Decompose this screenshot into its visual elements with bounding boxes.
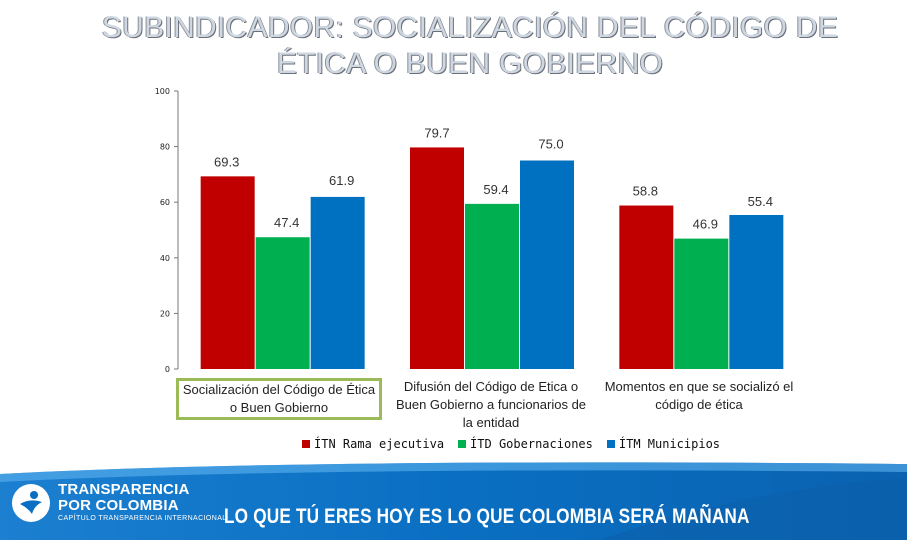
bar-1-1: [200, 176, 255, 369]
y-tick-label: 100: [155, 87, 170, 96]
footer-slogan: LO QUE TÚ ERES HOY ES LO QUE COLOMBIA SE…: [224, 505, 750, 528]
legend-label-2: ÍTD Gobernaciones: [470, 437, 593, 451]
data-label-2-2: 59.4: [483, 182, 508, 197]
data-label-1-3: 58.8: [633, 184, 658, 199]
data-label-1-2: 79.7: [424, 125, 449, 140]
data-label-2-3: 46.9: [693, 217, 718, 232]
legend-swatch-blue: [606, 440, 615, 448]
category-3-line-2: código de ética: [655, 397, 743, 412]
org-name: TRANSPARENCIA POR COLOMBIA CAPÍTULO TRAN…: [58, 482, 227, 524]
y-tick-label: 20: [160, 309, 170, 318]
y-tick-label: 60: [160, 198, 170, 207]
title-line-2: ÉTICA O BUEN GOBIERNO: [276, 47, 664, 80]
category-1-line-2: o Buen Gobierno: [229, 400, 329, 415]
logo-emblem-icon: [12, 484, 50, 522]
category-label-2: Difusión del Código de Etica o Buen Gobi…: [388, 378, 594, 432]
data-label-2-1: 47.4: [274, 215, 299, 230]
bar-1-3: [619, 205, 674, 369]
data-label-3-2: 75.0: [538, 137, 563, 152]
bar-chart: 0 20 40 60 80 100 69.3 47.4 61.9 79.7 59.4 75.0 58.8…: [155, 87, 784, 374]
data-label-3-3: 55.4: [748, 194, 773, 209]
org-subtitle: CAPÍTULO TRANSPARENCIA INTERNACIONAL: [58, 515, 227, 522]
category-1-line-1: Socialización del Código de Ética: [182, 382, 376, 397]
data-label-1-1: 69.3: [214, 154, 239, 169]
bar-3-2: [520, 160, 574, 369]
legend-swatch-red: [302, 440, 310, 448]
category-label-3: Momentos en que se socializó el código d…: [596, 378, 802, 414]
bar-3-3: [729, 214, 784, 369]
bar-1-2: [410, 147, 464, 369]
legend-swatch-green: [458, 440, 467, 448]
chart-title: SUBINDICADOR: SOCIALIZACIÓN DEL CÓDIGO D…: [60, 10, 880, 82]
bar-2-1: [255, 237, 310, 369]
y-tick-label: 40: [160, 254, 170, 263]
data-label-3-1: 61.9: [329, 173, 354, 188]
category-label-1: Socialización del Código de Ética o Buen…: [176, 378, 382, 420]
org-name-line-2: POR COLOMBIA: [58, 497, 179, 514]
bar-3-1: [310, 196, 365, 369]
y-tick-label: 0: [165, 365, 170, 374]
legend-item-gobernaciones: ÍTD Gobernaciones: [458, 437, 593, 451]
org-name-line-1: TRANSPARENCIA: [58, 481, 190, 498]
category-2-line-1: Difusión del Código de Etica o: [403, 379, 579, 394]
chart-legend: ÍTN Rama ejecutiva ÍTD Gobernaciones ÍTM…: [302, 437, 720, 451]
legend-item-municipios: ÍTM Municipios: [606, 437, 721, 451]
title-line-1: SUBINDICADOR: SOCIALIZACIÓN DEL CÓDIGO D…: [101, 11, 839, 44]
bar-2-3: [674, 238, 729, 369]
category-label-1-highlight: Socialización del Código de Ética o Buen…: [176, 378, 382, 420]
y-tick-label: 80: [160, 143, 170, 152]
legend-item-rama-ejecutiva: ÍTN Rama ejecutiva: [302, 437, 444, 451]
category-2-line-3: la entidad: [462, 415, 520, 430]
org-logo: TRANSPARENCIA POR COLOMBIA CAPÍTULO TRAN…: [12, 482, 227, 524]
bar-2-2: [465, 203, 519, 369]
category-2-line-2: Buen Gobierno a funcionarios de: [395, 397, 587, 412]
legend-label-1: ÍTN Rama ejecutiva: [314, 437, 445, 451]
category-3-line-1: Momentos en que se socializó el: [604, 379, 794, 394]
footer-banner: [0, 462, 907, 540]
legend-label-3: ÍTM Municipios: [618, 437, 721, 451]
